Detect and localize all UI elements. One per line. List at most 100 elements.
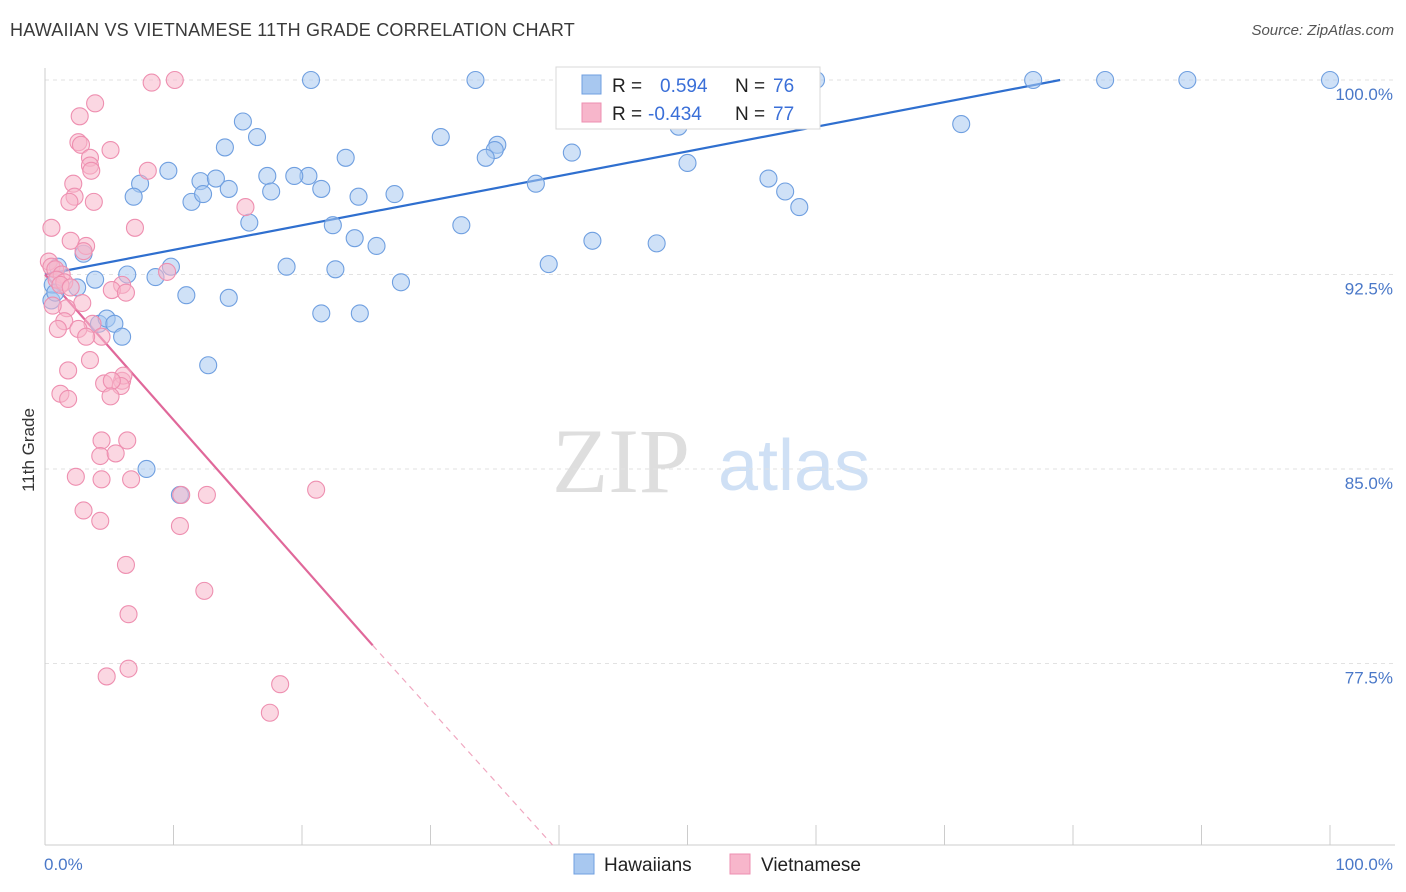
point-vietnamese [116, 555, 136, 574]
point-vietnamese [195, 581, 214, 600]
trend-line-hawaiians [44, 78, 1061, 276]
point-hawaiians [759, 169, 778, 188]
y-tick-labels: 77.5% 85.0% 92.5% 100.0% [1335, 85, 1393, 687]
point-hawaiians [1096, 70, 1115, 90]
point-vietnamese [271, 675, 290, 694]
point-hawaiians [219, 179, 238, 198]
point-hawaiians [277, 257, 296, 276]
point-vietnamese [307, 480, 326, 499]
point-vietnamese [138, 161, 157, 180]
point-hawaiians [240, 213, 259, 232]
point-hawaiians [385, 185, 404, 204]
legend-swatch-hawaiians [581, 74, 602, 95]
point-vietnamese [197, 485, 216, 504]
point-vietnamese [116, 283, 136, 302]
point-vietnamese [172, 485, 191, 504]
point-vietnamese [84, 192, 103, 211]
point-hawaiians [526, 174, 545, 193]
point-vietnamese [101, 140, 120, 160]
y-tick-label: 77.5% [1345, 668, 1393, 687]
point-hawaiians [391, 273, 410, 292]
point-hawaiians [323, 216, 342, 235]
point-vietnamese [73, 293, 92, 313]
point-vietnamese [119, 659, 138, 678]
legend-r-label-vietnamese: R = [612, 104, 642, 125]
legend-r-value-vietnamese: -0.434 [648, 104, 702, 125]
point-hawaiians [431, 128, 450, 147]
point-vietnamese [74, 242, 93, 261]
point-hawaiians [233, 112, 252, 131]
legend-n-value-hawaiians: 76 [773, 76, 794, 97]
point-vietnamese [86, 94, 105, 113]
point-hawaiians [326, 260, 345, 279]
point-vietnamese [71, 135, 91, 154]
series-legend: Hawaiians Vietnamese [573, 853, 861, 876]
source-credit: Source: ZipAtlas.com [1251, 22, 1394, 39]
point-vietnamese [165, 70, 184, 90]
point-vietnamese [74, 501, 93, 520]
watermark: ZIP atlas [552, 410, 870, 512]
point-hawaiians [312, 304, 331, 323]
point-hawaiians [349, 187, 368, 206]
point-vietnamese [91, 511, 110, 530]
point-hawaiians [1024, 70, 1043, 90]
axes [44, 68, 1395, 846]
x-tick-label: 0.0% [44, 855, 83, 874]
point-vietnamese [91, 446, 110, 466]
point-hawaiians [476, 148, 495, 167]
legend-r-value-hawaiians: 0.594 [660, 76, 708, 97]
watermark-atlas: atlas [718, 426, 870, 506]
legend-r-label-hawaiians: R = [612, 76, 642, 97]
point-vietnamese [77, 327, 96, 346]
y-tick-label: 85.0% [1345, 474, 1393, 493]
point-vietnamese [97, 667, 116, 686]
point-hawaiians [199, 356, 218, 375]
point-vietnamese [92, 431, 111, 450]
point-vietnamese [119, 605, 138, 624]
point-vietnamese [48, 319, 67, 338]
bottom-legend-swatch-hawaiians [573, 853, 595, 875]
point-vietnamese [60, 192, 79, 211]
point-vietnamese [92, 470, 111, 489]
point-vietnamese [92, 327, 111, 346]
point-hawaiians [285, 166, 304, 185]
y-tick-label: 100.0% [1335, 85, 1393, 104]
point-vietnamese [59, 389, 78, 409]
point-vietnamese [236, 198, 255, 217]
point-hawaiians [177, 286, 196, 305]
point-vietnamese [260, 703, 279, 722]
point-vietnamese [125, 218, 144, 237]
watermark-zip: ZIP [552, 410, 690, 512]
point-vietnamese [170, 516, 189, 536]
point-vietnamese [102, 371, 121, 390]
y-tick-label: 92.5% [1345, 279, 1393, 298]
point-hawaiians [350, 304, 369, 323]
point-hawaiians [219, 288, 238, 307]
point-vietnamese [122, 470, 141, 489]
point-vietnamese [118, 431, 137, 450]
point-hawaiians [301, 70, 321, 90]
point-vietnamese [42, 218, 61, 237]
point-hawaiians [194, 185, 213, 204]
point-hawaiians [159, 161, 178, 180]
legend-swatch-vietnamese [581, 102, 602, 123]
x-tick-label: 100.0% [1335, 855, 1393, 874]
point-hawaiians [113, 327, 132, 346]
point-vietnamese [142, 73, 161, 92]
point-hawaiians [312, 179, 331, 198]
point-hawaiians [124, 187, 143, 206]
point-hawaiians [336, 148, 355, 167]
point-vietnamese [59, 361, 78, 380]
trend-line-vietnamese-extension [372, 644, 554, 846]
point-hawaiians [466, 70, 485, 90]
point-vietnamese [61, 278, 80, 297]
legend-n-value-vietnamese: 77 [773, 104, 794, 125]
point-vietnamese [70, 107, 89, 126]
point-hawaiians [345, 229, 364, 248]
point-hawaiians [247, 128, 267, 147]
point-vietnamese [101, 387, 120, 406]
point-vietnamese [158, 262, 177, 281]
bottom-legend-vietnamese: Vietnamese [761, 855, 861, 876]
point-hawaiians [367, 236, 386, 256]
